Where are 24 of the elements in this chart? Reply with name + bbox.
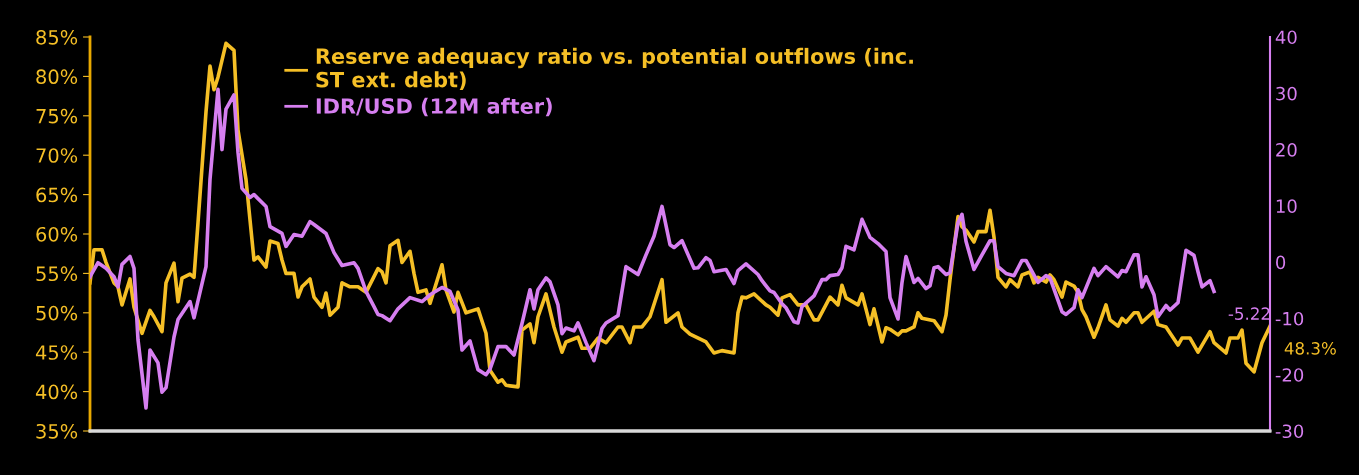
y-tick-label: 80% [36, 69, 78, 85]
y2-tick-label: 10 [1276, 199, 1297, 213]
y2-tick-label: -20 [1275, 368, 1304, 382]
y-tick-label: 70% [36, 148, 78, 163]
y2-tick-label: -30 [1275, 424, 1304, 439]
y-tick-label: 75% [36, 108, 78, 124]
y-tick-label: 35% [36, 423, 78, 439]
y-tick-label: 40% [35, 384, 78, 400]
y-tick-label: 50% [36, 305, 78, 321]
y2-tick-label: -10 [1275, 311, 1304, 326]
y2-tick-label: 40 [1275, 30, 1297, 45]
y-tick-label: 55% [36, 266, 78, 282]
data-label: 48.3% [1284, 342, 1336, 355]
y-tick-label: 60% [36, 226, 78, 242]
legend-label: IDR/USD (12M after) [316, 97, 552, 117]
y-tick-label: 45% [35, 345, 78, 360]
legend-label: Reserve adequacy ratio vs. potential outflows (inc. ST ext. debt) [316, 47, 913, 90]
y2-tick-label: 0 [1276, 255, 1286, 270]
line-series [90, 41, 1270, 389]
y-tick-label: 65% [36, 187, 78, 203]
y-tick-label: 85% [36, 29, 78, 45]
data-label: -5.22 [1228, 307, 1270, 320]
y2-tick-label: 30 [1276, 86, 1297, 101]
y2-tick-label: 20 [1276, 143, 1297, 157]
